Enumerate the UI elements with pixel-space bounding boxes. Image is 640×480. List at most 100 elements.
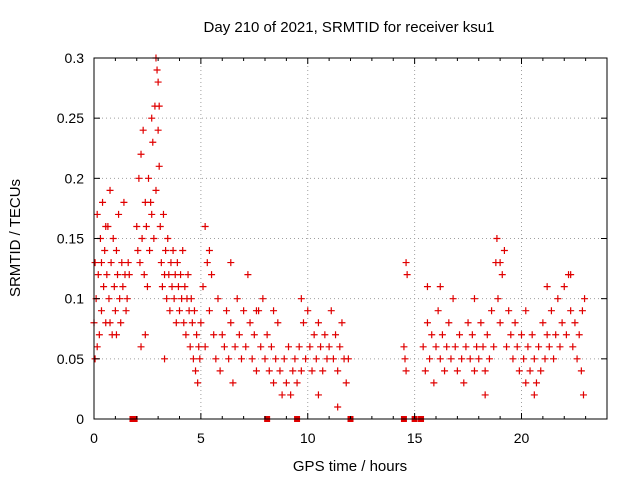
data-point-plus [272, 355, 280, 363]
data-point-plus [332, 331, 340, 339]
data-point-plus [112, 331, 120, 339]
data-point-plus [282, 379, 290, 387]
data-point-plus [91, 259, 99, 267]
data-point-plus [535, 343, 543, 351]
data-point-plus [102, 222, 110, 230]
data-point-plus [494, 295, 502, 303]
data-point-plus [334, 367, 342, 375]
x-tick-label: 20 [514, 430, 530, 446]
data-point-plus [103, 271, 111, 279]
data-point-plus [518, 331, 525, 339]
data-point-plus [193, 331, 201, 339]
data-point-plus [265, 367, 273, 375]
data-point-plus [528, 331, 536, 339]
data-point-plus [261, 355, 269, 363]
data-point-plus [122, 307, 130, 315]
data-point-plus [120, 198, 128, 206]
data-point-plus [430, 379, 438, 387]
data-point-plus [323, 355, 331, 363]
data-point-plus [141, 331, 149, 339]
data-point-plus [244, 271, 252, 279]
data-point-plus [436, 283, 444, 291]
data-point-plus [106, 319, 114, 327]
data-point-plus [274, 319, 282, 327]
data-point-plus [428, 331, 436, 339]
data-point-plus [194, 379, 202, 387]
data-point-plus [188, 319, 196, 327]
data-point-plus [524, 343, 532, 351]
data-point-plus [423, 283, 431, 291]
data-point-plus [458, 355, 466, 363]
data-point-plus [155, 102, 163, 110]
data-point-plus [240, 307, 248, 315]
data-point-plus [208, 271, 216, 279]
data-point-plus [154, 78, 162, 86]
data-point-plus [163, 295, 171, 303]
data-point-plus [573, 355, 581, 363]
data-point-plus [140, 271, 148, 279]
data-point-plus [168, 283, 176, 291]
data-point-plus [152, 186, 160, 194]
data-point-plus [490, 343, 498, 351]
data-point-plus [134, 247, 142, 255]
data-point-plus [447, 355, 455, 363]
data-point-plus [530, 355, 538, 363]
data-point-plus [511, 319, 519, 327]
data-point-plus [216, 367, 224, 375]
data-point-plus [334, 403, 342, 411]
y-tick-label: 0.05 [57, 351, 84, 367]
data-point-plus [231, 343, 239, 351]
data-point-plus [441, 367, 449, 375]
data-point-plus [150, 235, 158, 242]
data-point-plus [289, 367, 297, 375]
data-point-plus [182, 331, 190, 339]
data-point-plus [562, 331, 570, 339]
x-tick-label: 10 [300, 430, 316, 446]
data-point-plus [532, 379, 540, 387]
data-point-plus [157, 259, 165, 267]
data-point-plus [278, 391, 286, 399]
data-point-plus [464, 319, 472, 327]
data-point-plus [177, 271, 185, 279]
data-point-plus [145, 174, 153, 182]
data-point-plus [93, 343, 101, 351]
data-point-plus [515, 367, 523, 375]
data-point-plus [567, 307, 575, 315]
data-point-plus [189, 355, 197, 363]
data-point-plus [541, 355, 549, 363]
data-point-plus [336, 343, 344, 351]
data-point-plus [539, 319, 547, 327]
data-point-plus [263, 331, 271, 339]
data-point-plus [569, 343, 577, 351]
data-point-plus [547, 307, 555, 315]
data-point-plus [174, 283, 182, 291]
data-point-plus [526, 367, 534, 375]
data-point-plus [475, 355, 483, 363]
data-point-plus [176, 307, 183, 315]
data-point-plus [297, 295, 305, 303]
data-point-plus [432, 343, 440, 351]
y-tick-label: 0.2 [65, 170, 85, 186]
data-point-plus [259, 295, 267, 303]
data-point-plus [106, 186, 114, 194]
data-points [90, 54, 589, 411]
data-point-plus [312, 355, 320, 363]
data-point-plus [310, 331, 318, 339]
chart-title: Day 210 of 2021, SRMTID for receiver ksu… [204, 19, 495, 36]
data-point-plus [105, 295, 113, 303]
data-point-plus [496, 259, 504, 267]
data-point-plus [477, 319, 485, 327]
data-point-plus [257, 343, 265, 351]
data-point-plus [493, 235, 501, 242]
data-point-plus [287, 391, 295, 399]
data-point-plus [304, 307, 312, 315]
data-point-plus [560, 283, 568, 291]
data-point-plus [101, 247, 109, 255]
data-point-plus [186, 343, 194, 351]
data-point-plus [180, 319, 188, 327]
data-point-plus [164, 235, 172, 242]
data-point-plus [210, 331, 218, 339]
data-point-plus [242, 343, 250, 351]
data-point-plus [137, 150, 145, 158]
data-point-plus [513, 343, 521, 351]
